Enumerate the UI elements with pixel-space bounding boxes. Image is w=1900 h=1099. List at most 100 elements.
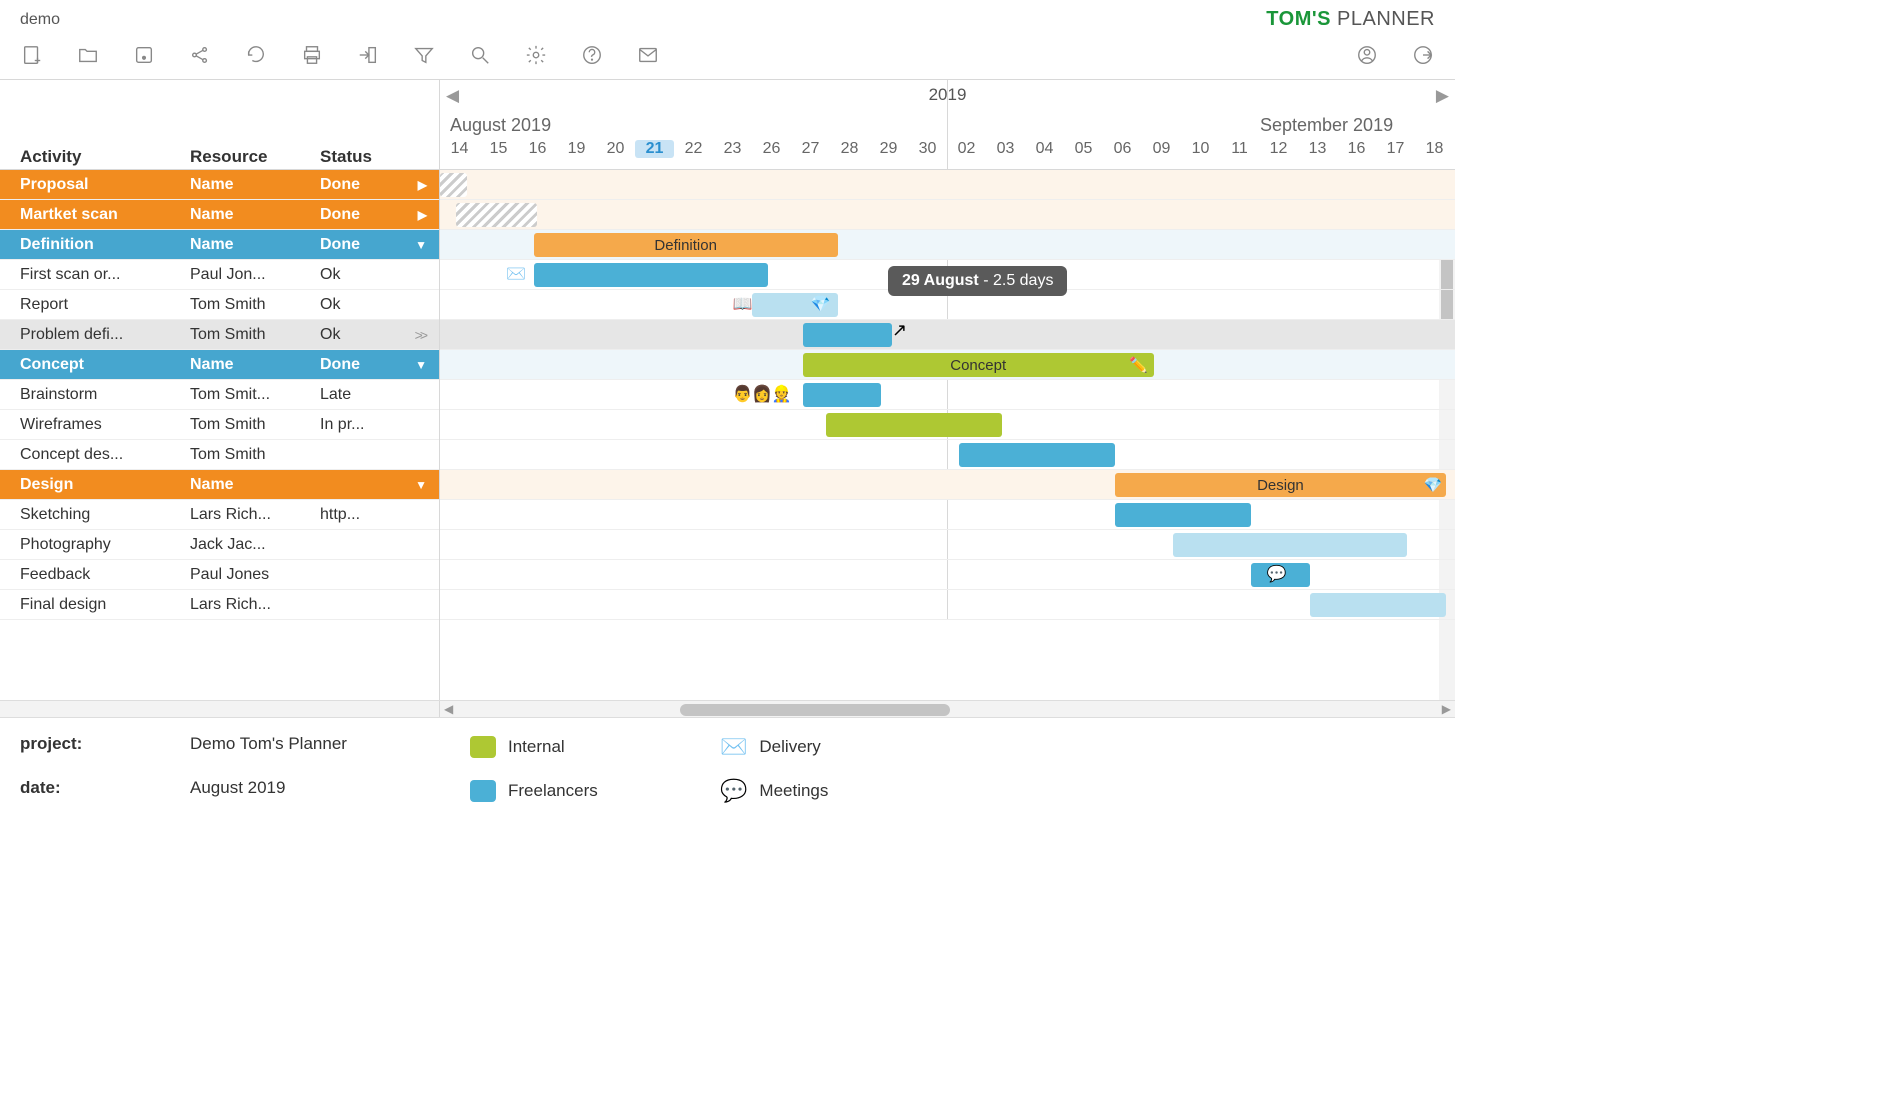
day-header[interactable]: 05 xyxy=(1064,140,1103,158)
cell-status: Late xyxy=(320,386,410,404)
day-header[interactable]: 27 xyxy=(791,140,830,158)
gantt-row[interactable]: 👨👩👷 xyxy=(440,380,1455,410)
gantt-bar[interactable] xyxy=(1115,503,1252,527)
import-icon[interactable] xyxy=(356,43,380,67)
task-row[interactable]: BrainstormTom Smit...Late xyxy=(0,380,439,410)
gantt-row[interactable]: Definition xyxy=(440,230,1455,260)
gantt-bar[interactable] xyxy=(456,203,538,227)
gantt-bar[interactable] xyxy=(803,383,881,407)
day-header[interactable]: 17 xyxy=(1376,140,1415,158)
group-row[interactable]: Martket scanNameDone▶ xyxy=(0,200,439,230)
gantt-row[interactable] xyxy=(440,590,1455,620)
timeline-next-icon[interactable]: ▶ xyxy=(1436,86,1449,106)
day-header[interactable]: 15 xyxy=(479,140,518,158)
save-icon[interactable] xyxy=(132,43,156,67)
day-header[interactable]: 26 xyxy=(752,140,791,158)
account-icon[interactable] xyxy=(1355,43,1379,67)
gantt-bar[interactable] xyxy=(440,173,467,197)
gantt-bar[interactable] xyxy=(1310,593,1447,617)
day-header[interactable]: 20 xyxy=(596,140,635,158)
expand-chevron-icon[interactable]: ▼ xyxy=(415,478,427,492)
task-row[interactable]: PhotographyJack Jac... xyxy=(0,530,439,560)
day-header[interactable]: 14 xyxy=(440,140,479,158)
gantt-bar[interactable] xyxy=(534,263,768,287)
day-header[interactable]: 19 xyxy=(557,140,596,158)
group-row[interactable]: DesignName▼ xyxy=(0,470,439,500)
row-more-icon[interactable]: >> xyxy=(415,327,425,343)
day-header[interactable]: 10 xyxy=(1181,140,1220,158)
expand-chevron-icon[interactable]: ▼ xyxy=(415,358,427,372)
horizontal-scroll-thumb[interactable] xyxy=(680,704,950,716)
gantt-row[interactable]: Concept✏️ xyxy=(440,350,1455,380)
mail-icon[interactable] xyxy=(636,43,660,67)
day-header[interactable]: 18 xyxy=(1415,140,1454,158)
group-row[interactable]: ProposalNameDone▶ xyxy=(0,170,439,200)
task-row[interactable]: SketchingLars Rich...http... xyxy=(0,500,439,530)
task-row[interactable]: ReportTom SmithOk xyxy=(0,290,439,320)
task-row[interactable]: Concept des...Tom Smith xyxy=(0,440,439,470)
cell-resource: Paul Jones xyxy=(190,566,320,584)
help-icon[interactable] xyxy=(580,43,604,67)
gantt-row[interactable] xyxy=(440,320,1455,350)
print-icon[interactable] xyxy=(300,43,324,67)
settings-icon[interactable] xyxy=(524,43,548,67)
cell-activity: Report xyxy=(20,296,190,314)
cell-activity: Photography xyxy=(20,536,190,554)
filter-icon[interactable] xyxy=(412,43,436,67)
group-row[interactable]: DefinitionNameDone▼ xyxy=(0,230,439,260)
gantt-row[interactable] xyxy=(440,500,1455,530)
day-header[interactable]: 04 xyxy=(1025,140,1064,158)
expand-chevron-icon[interactable]: ▼ xyxy=(415,238,427,252)
new-doc-icon[interactable] xyxy=(20,43,44,67)
share-icon[interactable] xyxy=(188,43,212,67)
gantt-row[interactable] xyxy=(440,200,1455,230)
hscroll-left-arrow[interactable]: ◀ xyxy=(444,702,453,716)
gantt-row[interactable] xyxy=(440,530,1455,560)
day-header[interactable]: 22 xyxy=(674,140,713,158)
day-header[interactable]: 02 xyxy=(947,140,986,158)
cell-resource: Name xyxy=(190,176,320,194)
search-icon[interactable] xyxy=(468,43,492,67)
day-header[interactable]: 23 xyxy=(713,140,752,158)
gantt-bar[interactable]: Design💎 xyxy=(1115,473,1447,497)
task-row[interactable]: FeedbackPaul Jones xyxy=(0,560,439,590)
logout-icon[interactable] xyxy=(1411,43,1435,67)
day-header[interactable]: 16 xyxy=(1337,140,1376,158)
day-header[interactable]: 06 xyxy=(1103,140,1142,158)
day-header[interactable]: 13 xyxy=(1298,140,1337,158)
gantt-bar[interactable] xyxy=(803,323,893,347)
task-row[interactable]: WireframesTom SmithIn pr... xyxy=(0,410,439,440)
timeline-prev-icon[interactable]: ◀ xyxy=(446,86,459,106)
day-header[interactable]: 03 xyxy=(986,140,1025,158)
folder-icon[interactable] xyxy=(76,43,100,67)
edit-icon[interactable]: ✏️ xyxy=(1129,356,1148,374)
gantt-bar[interactable] xyxy=(1173,533,1407,557)
day-header[interactable]: 30 xyxy=(908,140,947,158)
gantt-bar[interactable] xyxy=(959,443,1115,467)
undo-icon[interactable] xyxy=(244,43,268,67)
gantt-row[interactable] xyxy=(440,440,1455,470)
gantt-row[interactable]: 💬 xyxy=(440,560,1455,590)
cell-resource: Lars Rich... xyxy=(190,506,320,524)
day-header[interactable]: 16 xyxy=(518,140,557,158)
task-row[interactable]: Problem defi...Tom SmithOk>> xyxy=(0,320,439,350)
task-row[interactable]: First scan or...Paul Jon...Ok xyxy=(0,260,439,290)
gantt-bar[interactable]: Concept✏️ xyxy=(803,353,1154,377)
task-row[interactable]: Final designLars Rich... xyxy=(0,590,439,620)
hscroll-right-arrow[interactable]: ▶ xyxy=(1442,702,1451,716)
horizontal-scrollbar[interactable]: ◀ ▶ xyxy=(440,701,1455,717)
gantt-bar[interactable] xyxy=(826,413,1002,437)
group-row[interactable]: ConceptNameDone▼ xyxy=(0,350,439,380)
day-header[interactable]: 09 xyxy=(1142,140,1181,158)
gantt-row[interactable] xyxy=(440,170,1455,200)
gantt-row[interactable]: Design💎 xyxy=(440,470,1455,500)
day-header[interactable]: 21 xyxy=(635,140,674,158)
gantt-bar[interactable]: Definition xyxy=(534,233,838,257)
gantt-row[interactable] xyxy=(440,410,1455,440)
day-header[interactable]: 11 xyxy=(1220,140,1259,158)
day-header[interactable]: 29 xyxy=(869,140,908,158)
expand-chevron-icon[interactable]: ▶ xyxy=(418,178,427,192)
day-header[interactable]: 28 xyxy=(830,140,869,158)
expand-chevron-icon[interactable]: ▶ xyxy=(418,208,427,222)
day-header[interactable]: 12 xyxy=(1259,140,1298,158)
